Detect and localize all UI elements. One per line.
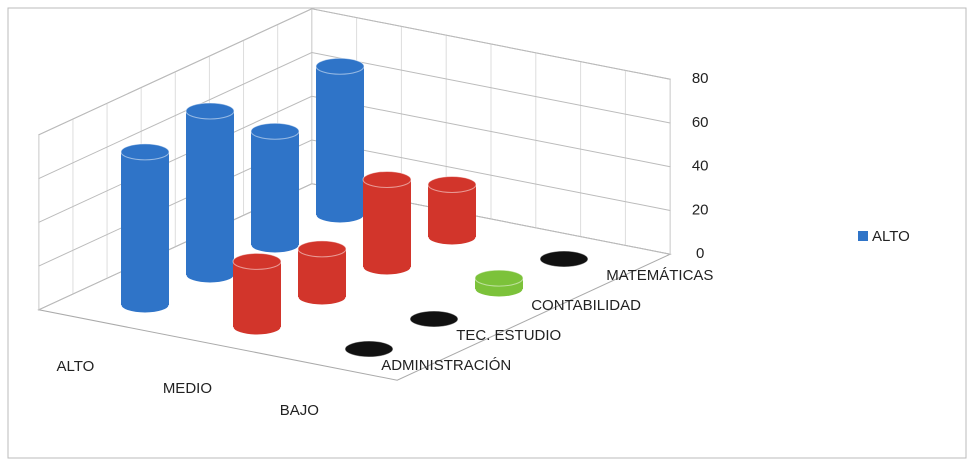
cylinder-body <box>363 179 411 267</box>
cylinder-body <box>428 184 476 237</box>
y-tick-label: 0 <box>696 245 704 262</box>
series-label: ADMINISTRACIÓN <box>381 357 511 374</box>
y-tick-label: 60 <box>692 114 709 131</box>
series-label: MATEMÁTICAS <box>606 267 713 284</box>
y-tick-label: 40 <box>692 158 709 175</box>
grid-line <box>38 8 671 136</box>
cylinder-top <box>474 269 524 287</box>
cylinder-top <box>409 310 459 328</box>
cylinder-top <box>232 252 282 270</box>
cylinder-top <box>297 240 347 258</box>
legend-swatch <box>858 231 868 241</box>
cylinder-top <box>185 102 235 120</box>
cylinder-top <box>362 171 412 188</box>
cylinder-body <box>186 110 234 275</box>
y-tick-label: 20 <box>692 201 709 218</box>
series-label: CONTABILIDAD <box>531 297 641 314</box>
x-tick-label: ALTO <box>57 358 95 375</box>
cylinder-body <box>233 261 281 327</box>
x-tick-label: MEDIO <box>163 380 212 397</box>
x-tick-label: BAJO <box>280 402 319 419</box>
grid-line <box>38 52 671 180</box>
cylinder-body <box>121 151 169 305</box>
walls <box>37 8 672 381</box>
cylinder-top <box>250 122 300 140</box>
cylinder-top <box>344 340 394 358</box>
cylinder-top <box>427 176 477 193</box>
series-label: TEC. ESTUDIO <box>456 327 561 344</box>
cylinder-top <box>539 250 589 268</box>
legend-label: ALTO <box>872 228 910 245</box>
cylinder-body <box>251 131 299 245</box>
cylinder-top <box>315 57 365 75</box>
cylinder-body <box>316 66 364 215</box>
y-tick-label: 80 <box>692 70 709 87</box>
plot <box>120 57 589 358</box>
cylinder-top <box>120 143 170 161</box>
